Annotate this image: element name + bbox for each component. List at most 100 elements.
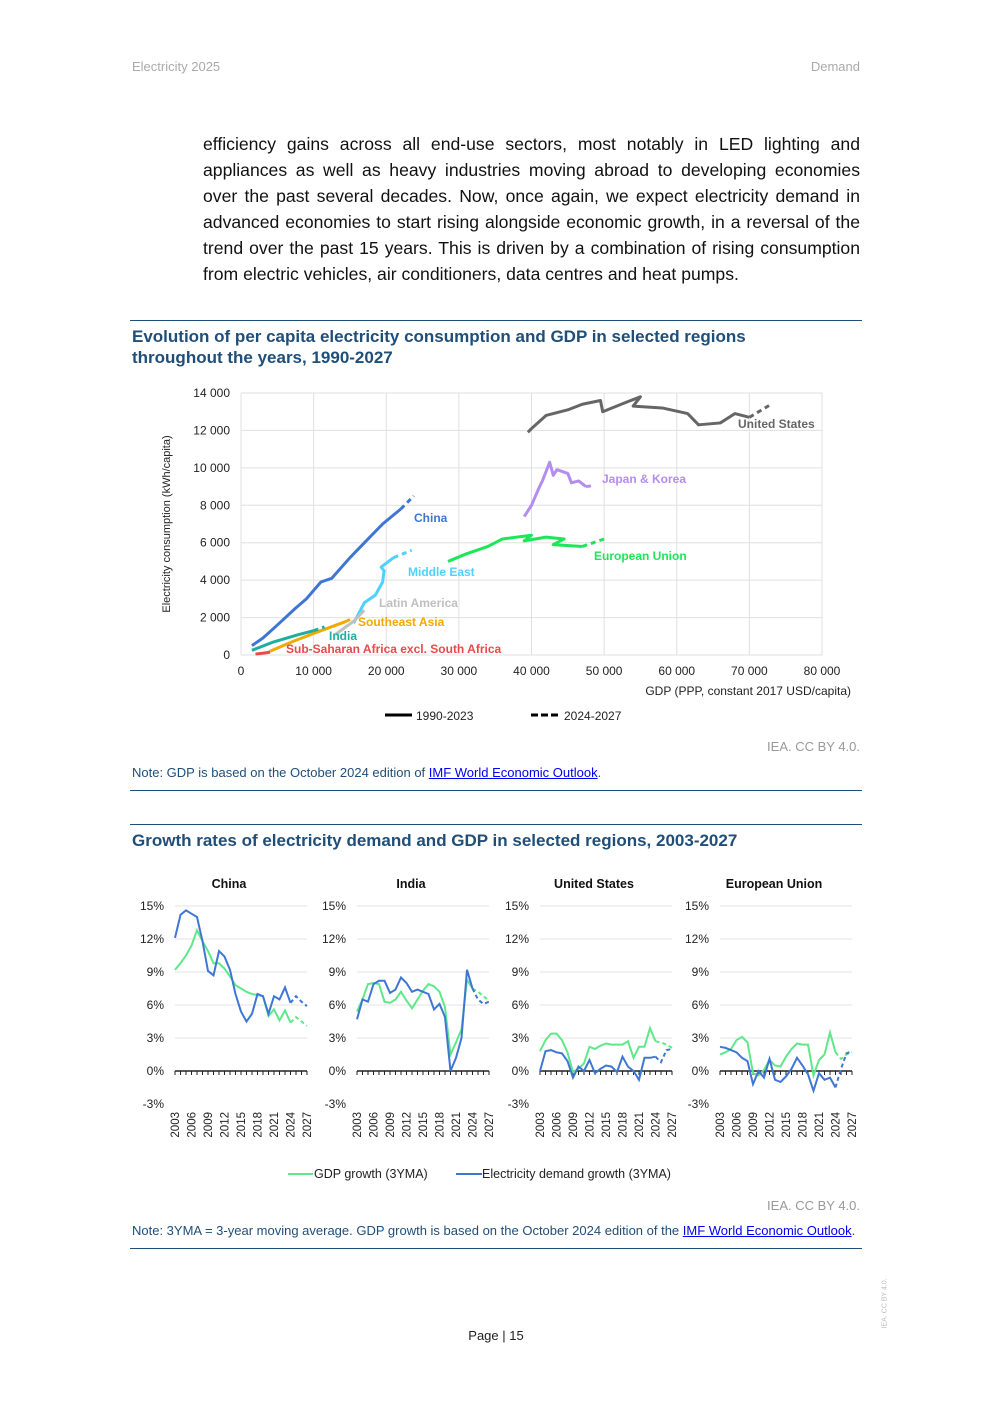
y-tick-label: 15% [140,899,164,913]
x-tick-label: 2024 [651,1111,663,1137]
x-tick-label: 2021 [269,1112,281,1138]
series-line-projection [581,537,605,548]
x-tick-label: 2003 [352,1112,364,1138]
y-tick-label: 3% [512,1031,530,1045]
figure2-note: Note: 3YMA = 3-year moving average. GDP … [132,1223,855,1238]
growth-rates-small-multiples: China -3% 0% 3% 6% 9% 12% 15% 2003 2006 2009 2012 20… [140,877,859,1181]
gdp-growth-projection [471,987,490,1002]
y-tick-label: 3% [147,1031,165,1045]
x-tick-label: 40 000 [513,664,550,678]
consumption-vs-gdp-chart: 0 10 000 20 000 30 000 40 000 50 000 60 000 70 … [161,386,851,723]
y-tick-label: 6% [692,998,710,1012]
x-tick-label: 0 [238,664,245,678]
y-tick-label: 15% [505,899,529,913]
y-tick-label: 15% [685,899,709,913]
y-tick-label: 12% [322,932,346,946]
note-text: Note: 3YMA = 3-year moving average. GDP … [132,1223,683,1238]
figure1-top-rule [130,320,862,321]
figure1-note: Note: GDP is based on the October 2024 e… [132,765,601,780]
x-tick-label: 80 000 [804,664,841,678]
x-axis-title: GDP (PPP, constant 2017 USD/capita) [645,684,851,698]
gdp-growth-projection [289,1015,308,1027]
series-label: Southeast Asia [358,615,445,629]
y-tick-label: 9% [329,965,347,979]
note-text: Note: GDP is based on the October 2024 e… [132,765,429,780]
x-tick-label: 20 000 [368,664,405,678]
series-label: Middle East [408,565,475,579]
x-tick-label: 2015 [236,1112,248,1138]
side-credit: IEA. CC BY 4.0. [881,1278,889,1329]
x-tick-label: 2003 [170,1112,182,1138]
y-tick-label: 6 000 [200,536,230,550]
series-line-historical [526,395,750,434]
x-tick-label: 2006 [732,1112,744,1138]
y-tick-label: -3% [325,1097,347,1111]
elec-growth-line [719,1045,837,1095]
y-tick-label: 12% [140,932,164,946]
x-tick-label: 2006 [552,1112,564,1138]
series-line-historical [251,629,314,652]
x-tick-label: 2027 [847,1112,859,1138]
x-tick-label: 2015 [781,1112,793,1138]
y-tick-label: -3% [143,1097,165,1111]
y-tick-label: -3% [508,1097,530,1111]
x-tick-label: 2012 [765,1112,777,1138]
header-doc-title: Electricity 2025 [132,59,221,74]
imf-weo-link[interactable]: IMF World Economic Outlook [428,765,598,780]
x-tick-label: 2027 [484,1112,496,1138]
x-tick-label: 2015 [601,1112,613,1138]
figure2-credit: IEA. CC BY 4.0. [767,1198,860,1213]
note-suffix: . [597,765,602,780]
y-tick-label: 8 000 [200,498,230,512]
figure1-bottom-rule [130,790,862,791]
y-tick-label: 9% [692,965,710,979]
y-tick-label: 15% [322,899,346,913]
panel-title: United States [554,877,634,891]
figure1-credit: IEA. CC BY 4.0. [767,739,860,754]
series-label: India [329,629,357,643]
y-tick-label: 0% [692,1064,710,1078]
series-line-projection [392,548,413,560]
y-tick-label: 12 000 [193,423,230,437]
x-tick-label: 2018 [798,1112,810,1138]
x-tick-label: 2012 [585,1112,597,1138]
y-tick-label: 14 000 [193,386,230,400]
series-line-historical [447,533,583,563]
y-tick-label: 3% [692,1031,710,1045]
series-line-projection [585,484,594,489]
x-tick-label: 2018 [435,1112,447,1138]
y-tick-label: 0% [147,1064,165,1078]
imf-weo-link[interactable]: IMF World Economic Outlook [682,1223,852,1238]
series-line-projection [345,618,351,623]
header-section: Demand [810,59,860,74]
legend-label: GDP growth (3YMA) [314,1167,428,1181]
gdp-growth-projection [655,1040,673,1049]
y-tick-label: 0% [329,1064,347,1078]
x-tick-label: 2021 [634,1112,646,1138]
y-tick-label: 9% [512,965,530,979]
x-tick-label: 2006 [369,1112,381,1138]
x-tick-label: 2009 [203,1112,215,1138]
x-tick-label: 60 000 [658,664,695,678]
legend-label: 2024-2027 [564,709,622,723]
y-tick-label: 9% [147,965,165,979]
x-tick-label: 2009 [748,1112,760,1138]
legend-label: Electricity demand growth (3YMA) [482,1167,671,1181]
x-tick-label: 2027 [302,1112,314,1138]
figure1-title: Evolution of per capita electricity cons… [132,327,746,367]
x-tick-label: 2018 [618,1112,630,1138]
legend-label: 1990-2023 [416,709,474,723]
elec-growth-projection [834,1050,853,1088]
gdp-growth-line [539,1025,657,1074]
figure2-title: Growth rates of electricity demand and G… [132,831,738,850]
series-line-projection [748,402,772,419]
series-line-historical [334,612,362,636]
elec-growth-line [356,969,474,1072]
x-tick-label: 10 000 [295,664,332,678]
page-number: Page | 15 [468,1328,524,1343]
x-tick-label: 2021 [451,1112,463,1138]
y-tick-label: 6% [512,998,530,1012]
figure2-top-rule [130,824,862,825]
panel-title: China [212,877,248,891]
series-label: European Union [594,549,687,563]
